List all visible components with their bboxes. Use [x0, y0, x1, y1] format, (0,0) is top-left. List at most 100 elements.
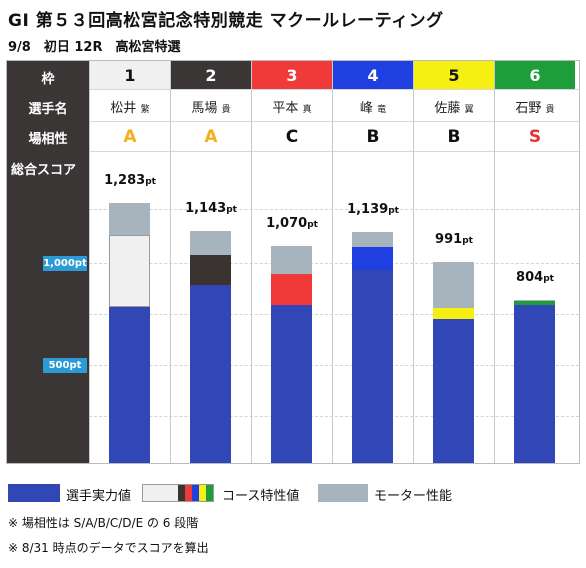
racer-name: 峰 竜: [333, 97, 413, 116]
y-tick-500: 500pt: [43, 358, 87, 373]
race-subtitle: 9/8 初日 12R 高松宮特選: [8, 40, 181, 55]
racer-row-label: 選手名: [28, 102, 68, 117]
grid-line: [89, 416, 579, 417]
racer-surname: 佐藤: [434, 101, 461, 116]
row-label-column: 枠 選手名 場相性 総合スコア 1,000pt 500pt: [7, 61, 89, 463]
score-value: 1,070: [266, 216, 308, 231]
course-value-segment: [190, 255, 231, 285]
racer-given-initial: 貴: [221, 105, 231, 115]
course-value-segment: [514, 300, 555, 305]
score-label: 1,070pt: [252, 216, 332, 231]
score-unit: pt: [307, 220, 318, 230]
grid-line: [89, 263, 579, 264]
score-unit: pt: [388, 206, 399, 216]
stacked-bar: [190, 231, 231, 463]
score-label: 991pt: [414, 232, 494, 247]
affinity-grade: A: [123, 127, 137, 147]
racer-given-initial: 真: [302, 105, 312, 115]
motor-value-segment: [271, 246, 312, 275]
course-value-segment: [109, 234, 150, 307]
score-unit: pt: [462, 236, 473, 247]
racer-column-3: 3 平本 真 C 1,070pt: [251, 61, 332, 463]
rating-chart: 枠 選手名 場相性 総合スコア 1,000pt 500pt 1 松井 繁 A 1,28…: [6, 60, 580, 464]
score-value: 804: [516, 269, 544, 285]
racer-surname: 峰: [359, 101, 373, 116]
score-unit: pt: [543, 273, 554, 284]
motor-value-segment: [190, 231, 231, 256]
racer-given-initial: 繁: [140, 105, 150, 115]
score-row-label: 総合スコア: [11, 163, 77, 178]
course-value-segment: [352, 247, 393, 271]
motor-value-segment: [352, 232, 393, 248]
legend-course-label: コース特性値: [222, 489, 300, 504]
grid-line: [89, 209, 579, 210]
racer-name: 佐藤 翼: [414, 97, 494, 116]
racer-name: 平本 真: [252, 97, 332, 116]
affinity-grade: B: [366, 127, 380, 147]
racer-surname: 石野: [515, 101, 542, 116]
racer-name: 石野 貴: [495, 97, 575, 116]
frame-number-6: 6: [495, 61, 575, 89]
racer-column-4: 4 峰 竜 B 1,139pt: [332, 61, 413, 463]
player-value-segment: [352, 270, 393, 463]
motor-value-segment: [514, 299, 555, 301]
racer-surname: 松井: [110, 101, 137, 116]
row-divider: [89, 121, 579, 122]
legend-course-swatch: [142, 484, 214, 502]
racer-surname: 馬場: [191, 101, 218, 116]
row-divider: [89, 151, 579, 152]
frame-number-4: 4: [333, 61, 413, 89]
score-value: 1,143: [185, 201, 227, 217]
affinity-grade: C: [285, 127, 299, 147]
racer-column-1: 1 松井 繁 A 1,283pt: [89, 61, 170, 463]
racer-surname: 平本: [272, 101, 299, 116]
y-tick-1000: 1,000pt: [43, 256, 87, 271]
racer-given-initial: 貴: [545, 105, 555, 115]
racer-given-initial: 竜: [377, 105, 387, 115]
racer-name: 松井 繁: [90, 97, 170, 116]
racer-column-2: 2 馬場 貴 A 1,143pt: [170, 61, 251, 463]
player-value-segment: [433, 319, 474, 463]
score-unit: pt: [226, 205, 237, 216]
frame-row-label: 枠: [41, 72, 55, 87]
player-value-segment: [190, 284, 231, 463]
frame-number-3: 3: [252, 61, 332, 89]
score-label: 804pt: [495, 270, 575, 285]
motor-value-segment: [433, 262, 474, 308]
score-label: 1,283pt: [90, 173, 170, 188]
row-divider: [89, 89, 579, 90]
course-value-segment: [433, 307, 474, 319]
racer-name: 馬場 貴: [171, 97, 251, 116]
score-value: 1,139: [347, 202, 389, 217]
player-value-segment: [514, 304, 555, 463]
legend-player-swatch: [8, 484, 60, 502]
course-value-segment: [271, 274, 312, 305]
player-value-segment: [109, 306, 150, 463]
score-label: 1,143pt: [171, 201, 251, 216]
stacked-bar: [352, 232, 393, 463]
legend-player-label: 選手実力値: [66, 489, 132, 504]
legend-motor-swatch: [318, 484, 368, 502]
score-value: 1,283: [104, 172, 146, 188]
affinity-grade: B: [447, 127, 461, 147]
stacked-bar: [433, 262, 474, 463]
stacked-bar: [514, 299, 555, 463]
affinity-grade: A: [204, 127, 218, 147]
grid-line: [89, 365, 579, 366]
grid-line: [89, 314, 579, 315]
frame-number-1: 1: [90, 61, 170, 89]
note-data-date: ※ 8/31 時点のデータでスコアを算出: [8, 541, 209, 555]
score-label: 1,139pt: [333, 202, 413, 217]
race-title: GI 第５３回高松宮記念特別競走 マクールレーティング: [8, 11, 444, 31]
racer-column-5: 5 佐藤 翼 B 991pt: [413, 61, 494, 463]
frame-number-2: 2: [171, 61, 251, 89]
stacked-bar: [271, 246, 312, 463]
motor-value-segment: [109, 202, 150, 235]
stacked-bar: [109, 202, 150, 463]
racer-given-initial: 翼: [464, 105, 474, 115]
racer-column-6: 6 石野 貴 S 804pt: [494, 61, 575, 463]
frame-number-5: 5: [414, 61, 494, 89]
score-value: 991: [435, 232, 463, 248]
legend-motor-label: モーター性能: [374, 489, 453, 504]
note-affinity: ※ 場相性は S/A/B/C/D/E の 6 段階: [8, 516, 199, 530]
